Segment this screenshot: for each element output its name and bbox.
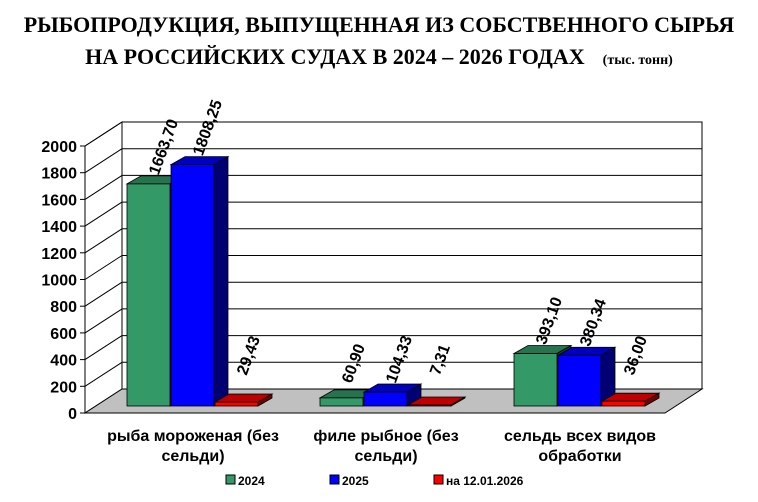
gridline-side [84,361,123,387]
bar-2024 [126,183,171,407]
chart-title-line2: НА РОССИЙСКИХ СУДАХ В 2024 – 2026 ГОДАХ (… [0,44,758,70]
bar-на 12.01.2026 [214,401,259,407]
legend-swatch-2024 [225,474,236,485]
gridline-side [84,308,123,334]
x-tick-label: обработки [538,448,621,465]
x-tick-label: сельди) [354,448,417,465]
y-tick-label: 600 [50,326,77,343]
x-tick-label: сельди) [161,448,224,465]
y-tick-label: 1800 [41,166,77,183]
y-tick-label: 1200 [41,246,77,263]
chart-title-line2-text: НА РОССИЙСКИХ СУДАХ В 2024 – 2026 ГОДАХ [85,44,585,69]
gridline-side [84,335,123,361]
legend-swatch-на 12.01.2026 [433,474,444,485]
y-tick-label: 200 [50,379,77,396]
x-tick-label: филе рыбное (без [313,428,458,445]
unit-label: (тыс. тонн) [602,53,673,68]
y-tick-label: 2000 [41,139,77,156]
bar-2025 [170,164,215,407]
x-tick-label: сельдь всех видов [504,428,656,445]
bar-на 12.01.2026 [601,400,646,407]
gridline-side [84,121,123,147]
gridline-side [84,201,123,227]
y-tick-label: 800 [50,299,77,316]
bar-2024 [513,353,558,407]
gridline-side [84,228,123,254]
bar-2025 [557,354,602,407]
legend-label: 2025 [342,474,369,488]
gridline-side [84,174,123,200]
bar-2025 [363,391,408,407]
legend-swatch-2025 [329,474,340,485]
y-tick-label: 1600 [41,192,77,209]
gridline-side [84,148,123,174]
y-tick-label: 1000 [41,273,77,290]
x-tick-label: рыба мороженая (без [107,428,279,445]
gridline-side [84,255,123,280]
gridline-side [84,281,123,307]
bar-side [213,155,229,407]
legend-label: на 12.01.2026 [446,474,524,488]
legend-label: 2024 [238,474,265,488]
y-tick-label: 1400 [41,219,77,236]
y-tick-label: 0 [68,406,77,423]
bar-2024 [319,397,364,407]
y-tick-label: 400 [50,353,77,370]
chart-title-line1: РЫБОПРОДУКЦИЯ, ВЫПУЩЕННАЯ ИЗ СОБСТВЕННОГ… [23,12,735,37]
bar-на 12.01.2026 [407,404,452,407]
